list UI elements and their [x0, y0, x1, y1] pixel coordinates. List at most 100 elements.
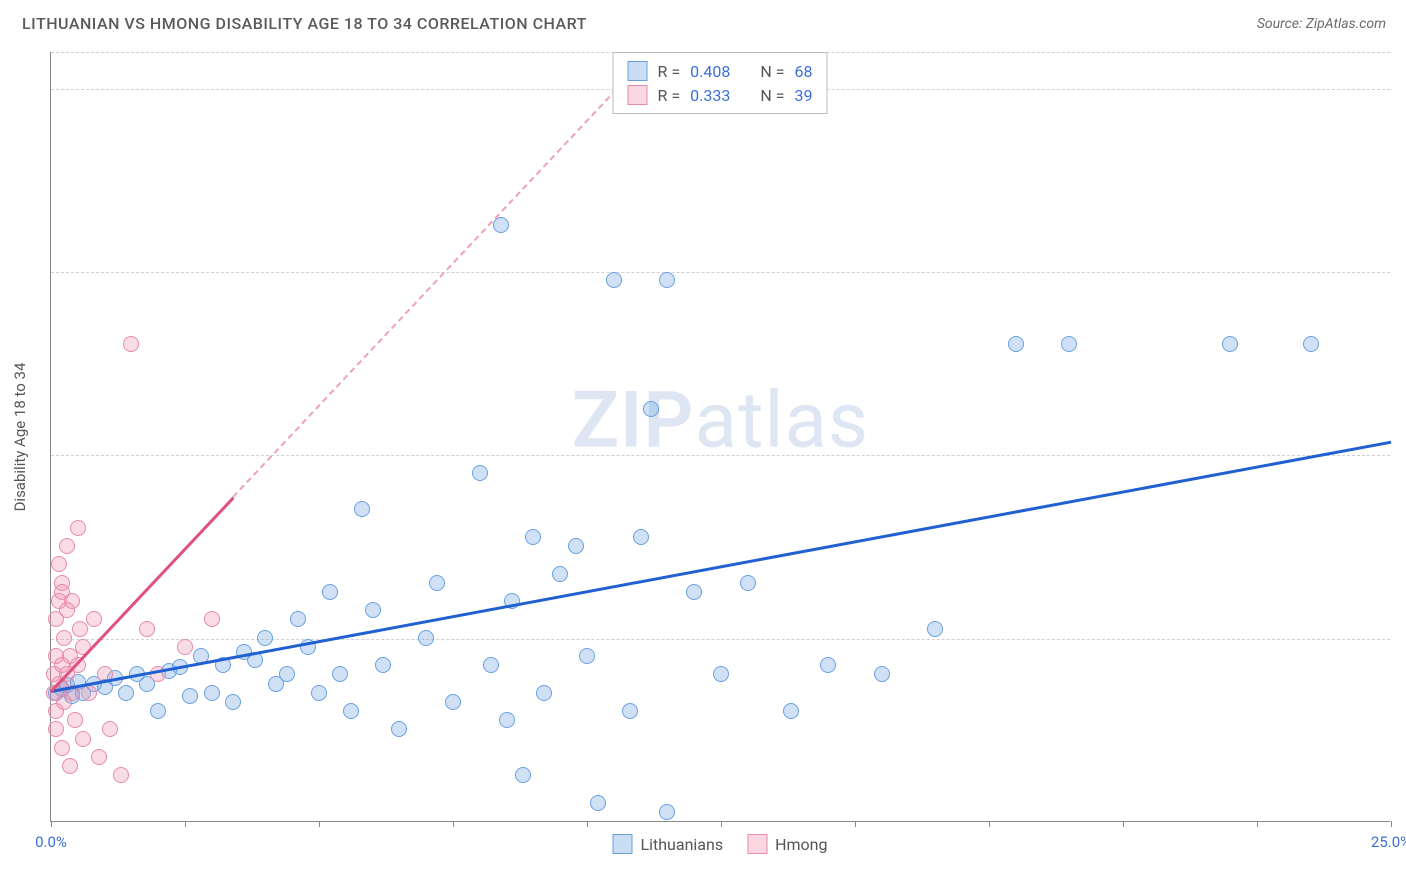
data-point — [1008, 336, 1024, 352]
stats-legend-box: R = 0.408 N = 68 R = 0.333 N = 39 — [613, 52, 828, 114]
x-tick — [1123, 821, 1124, 827]
data-point — [713, 666, 729, 682]
y-tick-label: 10.0% — [1393, 630, 1406, 648]
stat-n-value: 39 — [794, 86, 812, 105]
data-point — [322, 584, 338, 600]
stats-row: R = 0.408 N = 68 — [628, 59, 813, 83]
x-tick — [185, 821, 186, 827]
data-point — [483, 657, 499, 673]
data-point — [445, 694, 461, 710]
data-point — [81, 685, 97, 701]
data-point — [1303, 336, 1319, 352]
legend-swatch — [628, 85, 648, 105]
data-point — [150, 703, 166, 719]
watermark: ZIPatlas — [572, 376, 869, 467]
data-point — [354, 501, 370, 517]
trend-line — [233, 52, 653, 498]
data-point — [536, 685, 552, 701]
legend-label: Lithuanians — [641, 835, 724, 854]
stat-r-label: R = — [658, 86, 681, 105]
data-point — [59, 538, 75, 554]
stat-n-label: N = — [760, 86, 784, 105]
data-point — [418, 630, 434, 646]
data-point — [75, 731, 91, 747]
x-tick-label: 25.0% — [1371, 833, 1406, 851]
y-tick-label: 30.0% — [1393, 263, 1406, 281]
data-point — [375, 657, 391, 673]
data-point — [391, 721, 407, 737]
stat-n-label: N = — [760, 62, 784, 81]
data-point — [525, 529, 541, 545]
x-tick — [51, 821, 52, 827]
x-tick — [989, 821, 990, 827]
data-point — [472, 465, 488, 481]
x-tick — [721, 821, 722, 827]
plot-region: ZIPatlas 10.0%20.0%30.0%40.0%0.0%25.0% — [50, 52, 1390, 822]
data-point — [365, 602, 381, 618]
x-tick — [855, 821, 856, 827]
data-point — [820, 657, 836, 673]
data-point — [204, 611, 220, 627]
data-point — [874, 666, 890, 682]
data-point — [62, 758, 78, 774]
x-tick-label: 0.0% — [35, 833, 67, 851]
data-point — [86, 611, 102, 627]
x-tick — [453, 821, 454, 827]
data-point — [56, 630, 72, 646]
data-point — [311, 685, 327, 701]
data-point — [54, 740, 70, 756]
data-point — [182, 688, 198, 704]
stat-r-label: R = — [658, 62, 681, 81]
data-point — [204, 685, 220, 701]
data-point — [659, 272, 675, 288]
y-tick-label: 20.0% — [1393, 446, 1406, 464]
data-point — [67, 712, 83, 728]
legend-item: Lithuanians — [613, 834, 724, 854]
data-point — [48, 721, 64, 737]
x-tick — [1391, 821, 1392, 827]
data-point — [643, 401, 659, 417]
x-tick — [587, 821, 588, 827]
data-point — [622, 703, 638, 719]
legend-item: Hmong — [747, 834, 827, 854]
data-point — [91, 749, 107, 765]
legend-swatch — [613, 834, 633, 854]
stat-r-value: 0.333 — [690, 86, 730, 105]
data-point — [257, 630, 273, 646]
data-point — [606, 272, 622, 288]
data-point — [429, 575, 445, 591]
data-point — [1061, 336, 1077, 352]
stats-row: R = 0.333 N = 39 — [628, 83, 813, 107]
data-point — [332, 666, 348, 682]
data-point — [102, 721, 118, 737]
data-point — [568, 538, 584, 554]
gridline — [51, 272, 1390, 273]
data-point — [177, 639, 193, 655]
data-point — [783, 703, 799, 719]
data-point — [740, 575, 756, 591]
data-point — [113, 767, 129, 783]
data-point — [590, 795, 606, 811]
source-label: Source: ZipAtlas.com — [1257, 16, 1386, 32]
chart-area: ZIPatlas 10.0%20.0%30.0%40.0%0.0%25.0% D… — [50, 52, 1390, 822]
x-tick — [1257, 821, 1258, 827]
gridline — [51, 455, 1390, 456]
y-tick-label: 40.0% — [1393, 80, 1406, 98]
data-point — [1222, 336, 1238, 352]
data-point — [686, 584, 702, 600]
trend-line — [51, 441, 1391, 693]
stat-n-value: 68 — [794, 62, 812, 81]
data-point — [659, 804, 675, 820]
bottom-legend: Lithuanians Hmong — [613, 834, 828, 854]
data-point — [64, 593, 80, 609]
gridline — [51, 639, 1390, 640]
stat-r-value: 0.408 — [690, 62, 730, 81]
x-tick — [319, 821, 320, 827]
data-point — [123, 336, 139, 352]
data-point — [493, 217, 509, 233]
y-axis-label: Disability Age 18 to 34 — [11, 363, 29, 512]
data-point — [515, 767, 531, 783]
legend-swatch — [628, 61, 648, 81]
data-point — [51, 556, 67, 572]
data-point — [118, 685, 134, 701]
